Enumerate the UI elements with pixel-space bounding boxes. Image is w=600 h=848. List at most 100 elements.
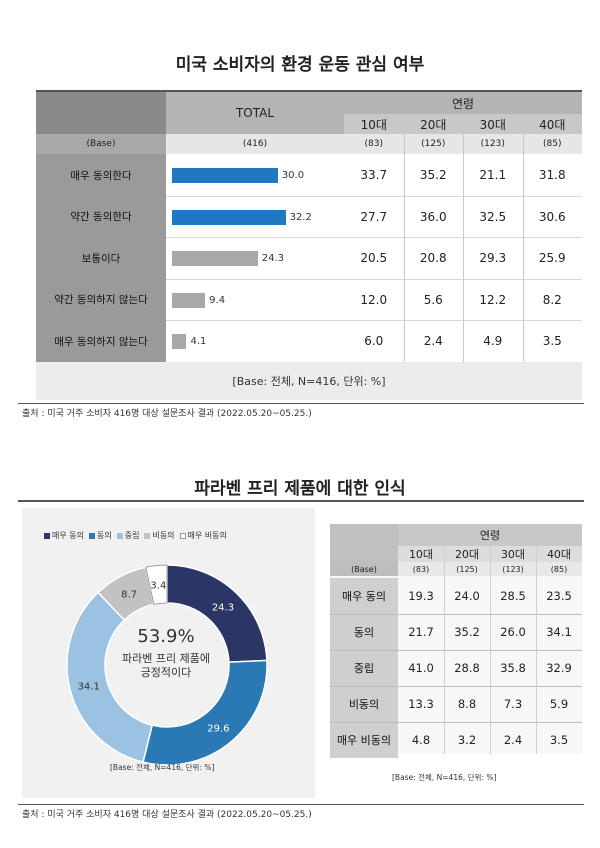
- legend-label: 매우 비동의: [187, 531, 227, 540]
- age-col-header: 10대: [398, 546, 444, 562]
- age-value-cell: 7.3: [503, 697, 523, 711]
- row-divider: [330, 686, 582, 687]
- donut-chart: 24.3 29.6 34.1 8.7 3.4: [66, 564, 268, 766]
- divider: [18, 804, 584, 805]
- base-age-cell: (125): [421, 139, 446, 149]
- header-blank-cell: [36, 92, 166, 134]
- age-value-cell: 3.2: [457, 733, 477, 747]
- source-note: 출처 : 미국 거주 소비자 416명 대상 설문조사 결과 (2022.05.…: [22, 810, 312, 820]
- total-bar: [172, 168, 278, 183]
- age-value-cell: 35.2: [454, 625, 480, 639]
- row-label: 약간 동의한다: [36, 195, 166, 238]
- row-label: 매우 동의한다: [36, 154, 166, 196]
- column-divider: [536, 546, 537, 754]
- age-value-cell: 34.1: [546, 625, 572, 639]
- total-bar-value: 9.4: [209, 294, 226, 306]
- row-divider: [166, 278, 582, 280]
- age-value-cell: 23.5: [546, 589, 572, 603]
- age-value-cell: 28.8: [454, 661, 480, 675]
- age-value-cell: 30.6: [538, 209, 566, 224]
- age-value-cell: 3.5: [542, 334, 562, 349]
- legend-item: 매우 동의: [44, 531, 84, 540]
- column-divider: [444, 546, 445, 754]
- row-total-cell: 30.0: [166, 154, 344, 196]
- base-label: (Base): [36, 134, 166, 154]
- row-label: 매우 비동의: [330, 722, 398, 758]
- legend-item: 매우 비동의: [179, 531, 227, 540]
- donut-base-note: [Base: 전체, N=416, 단위: %]: [110, 763, 215, 772]
- donut-legend: 매우 동의 동의 중립 비동의 매우 비동의: [44, 530, 232, 541]
- age-value-cell: 12.2: [479, 292, 507, 307]
- age-value-cell: 4.8: [411, 733, 431, 747]
- row-divider: [330, 650, 582, 651]
- age-col-header: 40대: [536, 546, 582, 562]
- divider: [18, 403, 584, 404]
- age-value-cell: 20.8: [419, 251, 447, 266]
- age-table-base-note: [Base: 전체, N=416, 단위: %]: [392, 773, 497, 782]
- age-table-base-label: (Base): [330, 562, 398, 576]
- table-footer-note: [Base: 전체, N=416, 단위: %]: [36, 362, 582, 400]
- total-bar-value: 4.1: [190, 336, 207, 348]
- legend-item: 동의: [88, 531, 112, 540]
- age-value-cell: 25.9: [538, 251, 566, 266]
- row-total-cell: 9.4: [166, 278, 344, 321]
- row-label: 약간 동의하지 않는다: [36, 278, 166, 321]
- age-value-cell: 4.9: [483, 334, 503, 349]
- row-total-cell: 24.3: [166, 237, 344, 280]
- age-value-cell: 5.6: [423, 292, 443, 307]
- age-value-cell: 33.7: [360, 168, 388, 182]
- age-value-cell: 19.3: [408, 589, 434, 603]
- age-table-header: 연령: [398, 524, 582, 546]
- age-value-cell: 32.9: [546, 661, 572, 675]
- row-divider: [330, 614, 582, 615]
- center-text-line1: 파라벤 프리 제품에: [122, 652, 210, 665]
- total-bar-value: 24.3: [261, 253, 284, 265]
- total-bar-value: 30.0: [281, 170, 305, 181]
- base-age-cell: (85): [543, 139, 562, 149]
- age-col-header: 40대: [539, 117, 566, 132]
- table-row: 매우 동의하지 않는다 4.1 6.0 2.4 4.9 3.5: [36, 320, 582, 363]
- age-value-cell: 36.0: [419, 209, 447, 224]
- row-label: 비동의: [330, 686, 398, 722]
- age-value-cell: 21.1: [479, 168, 507, 182]
- row-divider: [166, 237, 582, 239]
- legend-label: 동의: [96, 531, 112, 540]
- legend-item: 비동의: [144, 531, 175, 540]
- legend-item: 중립: [116, 531, 140, 540]
- donut-slice: [142, 659, 268, 766]
- base-age-cell: (125): [444, 562, 490, 576]
- legend-swatch: [44, 532, 50, 539]
- interest-table: TOTAL 연령 10대 20대 30대 40대 (Base) (416) (83)(…: [36, 90, 582, 400]
- legend-swatch: [88, 532, 95, 539]
- age-value-cell: 29.3: [479, 251, 507, 266]
- legend-label: 중립: [124, 531, 140, 540]
- row-total-cell: 4.1: [166, 320, 344, 363]
- age-value-cell: 12.0: [360, 292, 388, 307]
- row-label: 매우 동의: [330, 578, 398, 614]
- base-age-cell: (123): [480, 139, 505, 149]
- section1-title: 미국 소비자의 환경 운동 관심 여부: [175, 55, 425, 75]
- legend-swatch: [144, 532, 151, 539]
- table-row: 매우 동의한다 30.0 33.7 35.2 21.1 31.8: [36, 154, 582, 196]
- donut-slice: [166, 564, 268, 663]
- total-bar: [172, 334, 187, 350]
- age-value-cell: 31.8: [538, 168, 566, 182]
- row-label: 중립: [330, 650, 398, 686]
- center-text-line2: 긍정적이다: [140, 666, 192, 679]
- donut-slice-label: 24.3: [212, 602, 234, 613]
- row-total-cell: 32.2: [166, 195, 344, 238]
- age-value-cell: 3.5: [549, 733, 569, 747]
- total-header: TOTAL: [166, 92, 344, 134]
- table-top-rule: [36, 90, 582, 92]
- table-row: 약간 동의한다 32.2 27.7 36.0 32.5 30.6: [36, 195, 582, 238]
- age-value-cell: 8.8: [457, 697, 477, 711]
- row-divider: [166, 320, 582, 322]
- base-age-cell: (85): [536, 562, 582, 576]
- age-value-cell: 26.0: [500, 625, 526, 639]
- age-value-cell: 28.5: [500, 589, 526, 603]
- table-row: 보통이다 24.3 20.5 20.8 29.3 25.9: [36, 237, 582, 280]
- age-value-cell: 32.5: [479, 209, 507, 224]
- donut-slice-label: 29.6: [207, 724, 229, 735]
- age-value-cell: 21.7: [408, 625, 434, 639]
- age-table-blank-head: [330, 524, 398, 562]
